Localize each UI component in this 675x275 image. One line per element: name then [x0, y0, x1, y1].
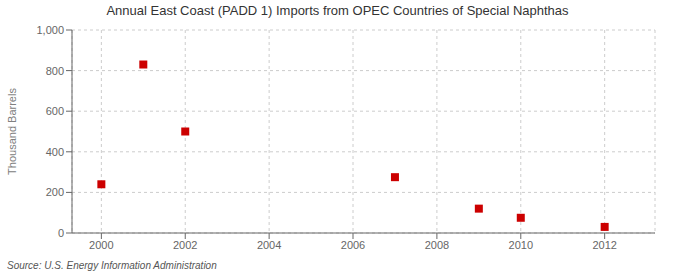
html-text:Annual East Coast (PADD 1) Imp: Annual East Coast (PADD 1) Imports from …	[106, 3, 569, 18]
html-text:Source: U.S. Energy Informatio: Source: U.S. Energy Information Administ…	[7, 260, 217, 271]
svg-text:600: 600	[46, 105, 64, 117]
svg-text:2006: 2006	[341, 239, 365, 251]
svg-text:2010: 2010	[509, 239, 533, 251]
svg-text:2012: 2012	[592, 239, 616, 251]
svg-text:0: 0	[58, 227, 64, 239]
svg-text:200: 200	[46, 186, 64, 198]
svg-text:800: 800	[46, 65, 64, 77]
svg-text:400: 400	[46, 146, 64, 158]
svg-text:2000: 2000	[89, 239, 113, 251]
svg-text:2002: 2002	[173, 239, 197, 251]
svg-text:Thousand Barrels: Thousand Barrels	[6, 88, 18, 175]
svg-text:2008: 2008	[425, 239, 449, 251]
svg-text:2004: 2004	[257, 239, 281, 251]
svg-text:1,000: 1,000	[36, 24, 64, 36]
